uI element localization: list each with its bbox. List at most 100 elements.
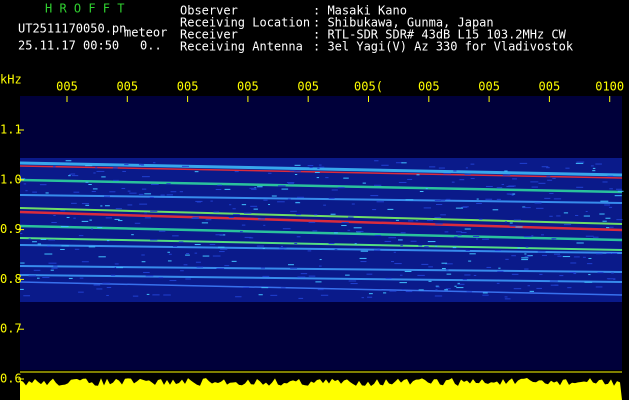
speckle [118, 220, 123, 222]
speckle [158, 230, 166, 232]
speckle [268, 204, 271, 206]
speckle [341, 222, 349, 224]
speckle [290, 210, 297, 212]
speckle [158, 277, 164, 279]
speckle [611, 272, 614, 274]
speckle [553, 253, 561, 255]
speckle [455, 207, 464, 209]
band [19, 207, 623, 225]
speckle [345, 274, 350, 276]
speckle [260, 267, 265, 269]
info-value: : RTL-SDR SDR# 43dB L15 103.2MHz CW [313, 28, 567, 42]
speckle [212, 255, 221, 257]
speckle [370, 195, 379, 197]
speckle [289, 170, 296, 172]
speckle [91, 228, 94, 230]
speckle [191, 217, 199, 219]
speckle [360, 250, 369, 252]
speckle [356, 230, 364, 232]
speckle [550, 284, 559, 286]
speckle [268, 172, 272, 174]
speckle [48, 239, 56, 241]
speckle [459, 179, 465, 181]
brand: H R O F F T [45, 2, 124, 16]
speckle [28, 275, 37, 277]
band [19, 194, 623, 204]
speckle [280, 245, 283, 247]
speckle [257, 186, 263, 188]
speckle [323, 204, 326, 206]
x-tick-label: 005 [237, 80, 259, 94]
y-unit: kHz [0, 73, 22, 87]
speckle [468, 260, 472, 262]
speckle [25, 190, 28, 192]
speckle [569, 272, 576, 274]
speckle [331, 189, 338, 191]
speckle [527, 255, 533, 257]
speckle [244, 236, 252, 238]
speckle [113, 179, 119, 181]
speckle [374, 160, 379, 162]
speckle [573, 273, 577, 275]
speckle [466, 291, 473, 293]
speckle [79, 277, 84, 279]
speckle [361, 297, 364, 299]
speckle [616, 219, 623, 221]
speckle [92, 188, 98, 190]
speckle [263, 199, 268, 201]
speckle [195, 261, 201, 263]
speckle [405, 291, 413, 293]
speckle [522, 206, 526, 208]
speckle [460, 232, 467, 234]
speckle [399, 282, 407, 284]
speckle [141, 261, 146, 263]
speckle [606, 278, 610, 280]
speckle [85, 165, 93, 167]
speckle [68, 175, 71, 177]
speckle [105, 217, 112, 219]
speckle [209, 244, 216, 246]
speckle [42, 276, 50, 278]
speckle [262, 247, 266, 249]
speckle [478, 218, 483, 220]
speckle [492, 209, 499, 211]
speckle [71, 175, 79, 177]
band [19, 178, 623, 194]
speckle [429, 166, 436, 168]
speckle [170, 191, 177, 193]
speckle [464, 274, 471, 276]
speckle [296, 236, 301, 238]
speckle [374, 234, 381, 236]
speckle [277, 201, 285, 203]
speckle [50, 269, 54, 271]
speckle [398, 239, 403, 241]
speckle [367, 296, 373, 298]
speckle [141, 188, 147, 190]
speckle [602, 181, 608, 183]
speckle [167, 260, 172, 262]
speckle [48, 262, 57, 264]
speckle [141, 164, 145, 166]
mode: meteor [124, 26, 167, 40]
speckle [116, 267, 124, 269]
speckle [33, 269, 41, 271]
speckle [32, 191, 38, 193]
speckle [341, 225, 347, 227]
speckle [347, 229, 351, 231]
speckle [443, 173, 451, 175]
speckle [36, 277, 40, 279]
speckle [115, 208, 122, 210]
speckle [473, 274, 477, 276]
speckle [445, 288, 451, 290]
speckle [441, 268, 446, 270]
speckle [85, 181, 89, 183]
speckle [319, 259, 322, 261]
speckle [606, 253, 612, 255]
speckle [381, 164, 389, 166]
speckle [228, 216, 234, 218]
speckle [607, 175, 614, 177]
speckle [194, 252, 198, 254]
speckle [312, 230, 318, 232]
speckle [366, 273, 373, 275]
speckle [441, 262, 448, 264]
